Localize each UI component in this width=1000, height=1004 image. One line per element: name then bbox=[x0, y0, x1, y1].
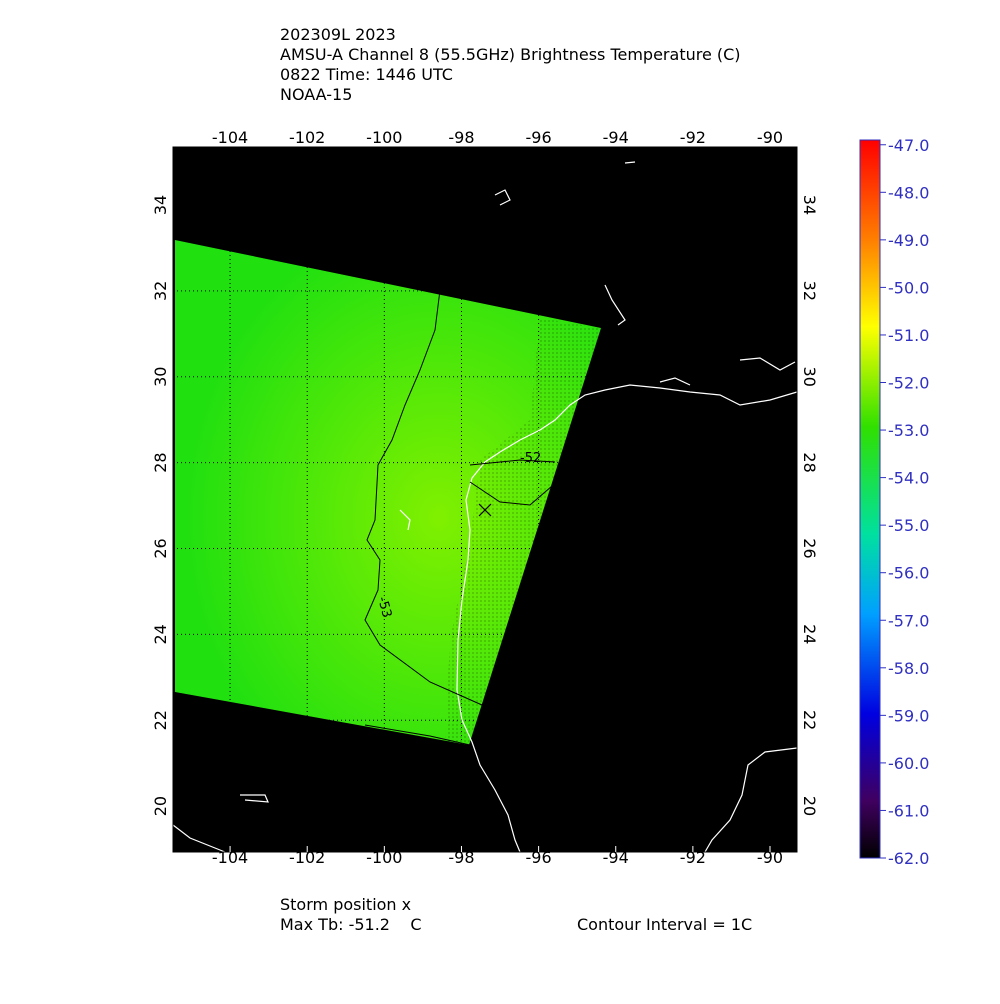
storm-marker bbox=[478, 503, 492, 517]
footer-text: Contour Interval = 1C bbox=[577, 915, 752, 934]
title-line: NOAA-15 bbox=[280, 85, 352, 104]
swath-hatch bbox=[445, 318, 601, 745]
colorbar-label: -57.0 bbox=[888, 611, 929, 630]
colorbar-label: -56.0 bbox=[888, 564, 929, 583]
colorbar-label: -49.0 bbox=[888, 231, 929, 250]
title-line: 202309L 2023 bbox=[280, 25, 396, 44]
colorbar-label: -51.0 bbox=[888, 326, 929, 345]
contour-label: -52 bbox=[520, 451, 541, 466]
lon-label: -90 bbox=[757, 848, 783, 867]
colorbar-label: -59.0 bbox=[888, 706, 929, 725]
lon-label: -102 bbox=[289, 128, 325, 147]
colorbar-gradient bbox=[859, 139, 881, 859]
lat-label: 34 bbox=[800, 195, 819, 215]
lon-label: -98 bbox=[448, 128, 474, 147]
colorbar-label: -50.0 bbox=[888, 278, 929, 297]
lon-label: -100 bbox=[366, 128, 402, 147]
lat-label: 26 bbox=[800, 538, 819, 558]
lon-label: -94 bbox=[603, 848, 629, 867]
colorbar-label: -54.0 bbox=[888, 469, 929, 488]
lat-label: 26 bbox=[151, 538, 170, 558]
lat-label: 24 bbox=[151, 624, 170, 644]
lon-label: -90 bbox=[757, 128, 783, 147]
lon-label: -102 bbox=[289, 848, 325, 867]
colorbar-label: -52.0 bbox=[888, 374, 929, 393]
contours bbox=[364, 289, 556, 746]
lon-label: -92 bbox=[680, 128, 706, 147]
colorbar-label: -61.0 bbox=[888, 801, 929, 820]
lon-label: -104 bbox=[212, 848, 248, 867]
lon-label: -96 bbox=[526, 848, 552, 867]
colorbar-label: -55.0 bbox=[888, 516, 929, 535]
contour-label: -53 bbox=[374, 595, 394, 619]
lon-label: -96 bbox=[526, 128, 552, 147]
lon-label: -104 bbox=[212, 128, 248, 147]
colorbar-label: -47.0 bbox=[888, 136, 929, 155]
colorbar-label: -58.0 bbox=[888, 659, 929, 678]
lon-label: -92 bbox=[680, 848, 706, 867]
lat-label: 20 bbox=[800, 796, 819, 816]
lat-label: 30 bbox=[800, 367, 819, 387]
lat-label: 30 bbox=[151, 367, 170, 387]
title-line: AMSU-A Channel 8 (55.5GHz) Brightness Te… bbox=[280, 45, 741, 64]
map-frame bbox=[172, 146, 798, 853]
lat-label: 34 bbox=[151, 195, 170, 215]
lat-label: 32 bbox=[151, 281, 170, 301]
lat-label: 22 bbox=[800, 710, 819, 730]
colorbar-label: -48.0 bbox=[888, 183, 929, 202]
lat-label: 28 bbox=[800, 452, 819, 472]
lon-label: -100 bbox=[366, 848, 402, 867]
colorbar-label: -60.0 bbox=[888, 754, 929, 773]
colorbar: -47.0 -48.0 -49.0 -50.0 -51.0 -52.0 -53.0 -54.0… bbox=[859, 136, 929, 868]
lon-label: -94 bbox=[603, 128, 629, 147]
coastlines bbox=[172, 161, 798, 853]
title-line: 0822 Time: 1446 UTC bbox=[280, 65, 453, 84]
colorbar-label: -62.0 bbox=[888, 849, 929, 868]
lat-label: 22 bbox=[151, 710, 170, 730]
lat-label: 20 bbox=[151, 796, 170, 816]
lat-label: 28 bbox=[151, 452, 170, 472]
lon-label: -98 bbox=[448, 848, 474, 867]
lat-label: 24 bbox=[800, 624, 819, 644]
footer-text: Max Tb: -51.2 C bbox=[280, 915, 421, 934]
footer-text: Storm position x bbox=[280, 895, 411, 914]
lat-label: 32 bbox=[800, 281, 819, 301]
colorbar-label: -53.0 bbox=[888, 421, 929, 440]
